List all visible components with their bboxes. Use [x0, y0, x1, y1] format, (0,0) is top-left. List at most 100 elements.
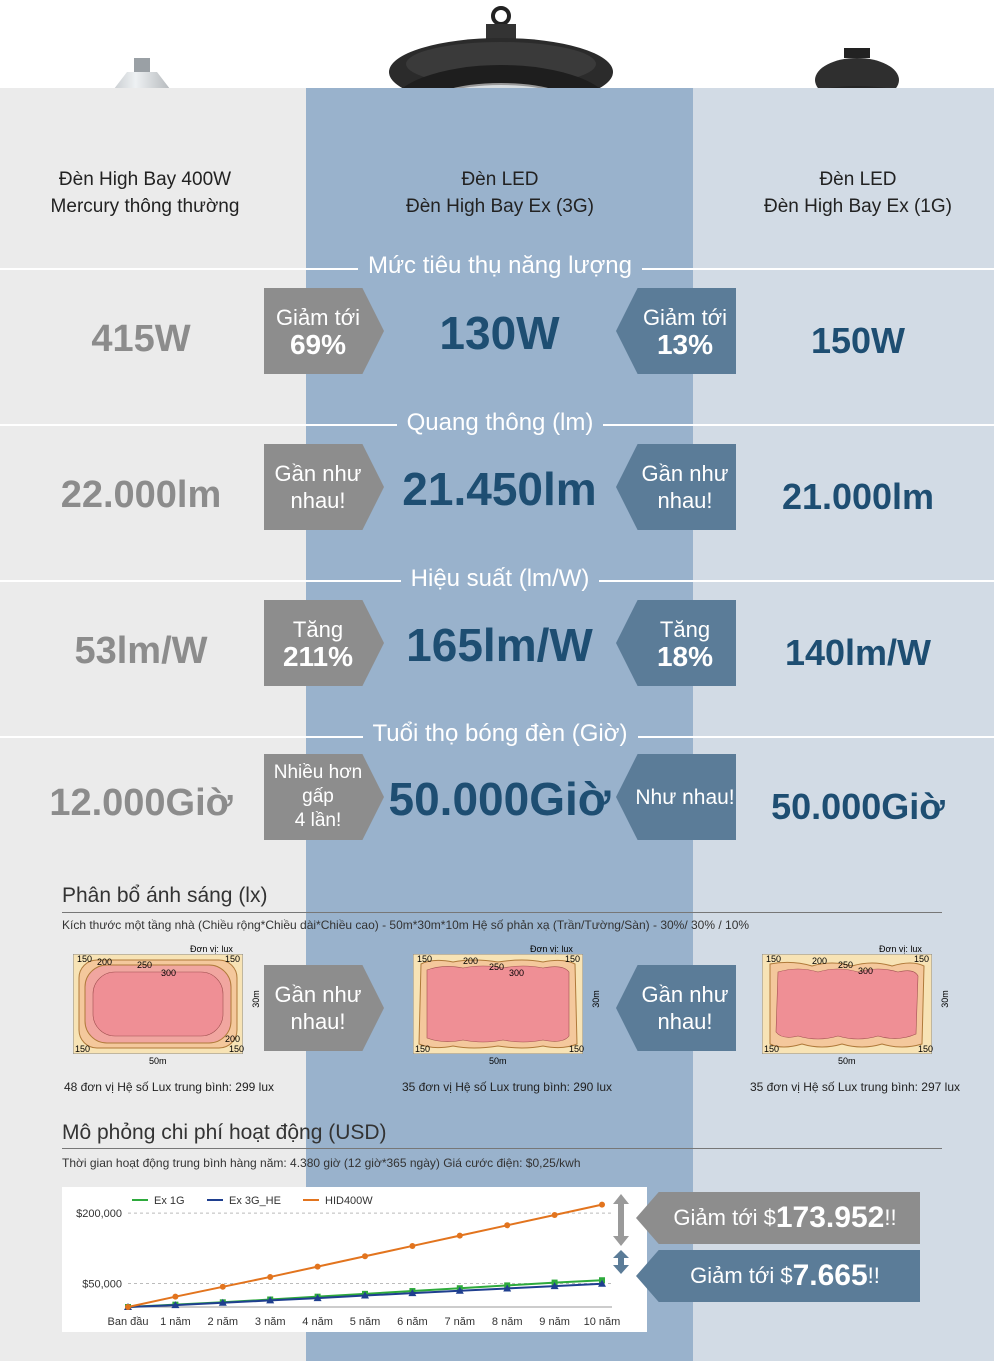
flux-value-mercury: 22.000lm — [60, 474, 222, 516]
product-name-led-1g: Đèn LED Đèn High Bay Ex (1G) — [764, 169, 952, 217]
cost-chart-svg: $200,000 $50,000 Ban đầu 1 năm 2 năm 3 năm 4 n… — [76, 1195, 621, 1328]
saving-range-indicators — [613, 1194, 629, 1274]
data-point — [171, 1301, 180, 1309]
data-point — [313, 1294, 322, 1302]
contour-label: 200 — [463, 956, 479, 966]
y-tick-label: $200,000 — [76, 1208, 122, 1220]
light-map-caption-mercury: 48 đơn vị Hệ số Lux trung bình: 299 lux — [64, 1080, 274, 1094]
x-tick-label: Ban đầu — [108, 1316, 149, 1328]
efficiency-value-mercury: 53lm/W — [74, 630, 208, 672]
x-tick-label: 5 năm — [350, 1316, 381, 1328]
legend-label: Ex 1G — [154, 1195, 185, 1207]
light-map-caption-led-3g: 35 đơn vị Hệ số Lux trung bình: 290 lux — [402, 1080, 612, 1094]
cost-chart: $200,000 $50,000 Ban đầu 1 năm 2 năm 3 năm 4 n… — [62, 1187, 647, 1332]
flux-value-led-1g: 21.000lm — [781, 476, 935, 517]
flux-value-led-3g: 21.450lm — [402, 463, 597, 515]
heat-map — [762, 954, 932, 1054]
y-tick-label: $50,000 — [82, 1279, 122, 1291]
height-label: 30m — [590, 990, 601, 1008]
led-1g-column — [693, 88, 994, 1361]
contour-label: 300 — [161, 968, 177, 978]
contour-label: 150 — [225, 954, 241, 964]
lifetime-value-led-1g: 50.000Giờ — [771, 786, 945, 827]
light-map-mercury: Đơn vị: lux 150 200 250 300 150 200 150 … — [65, 944, 265, 1079]
energy-value-mercury: 415W — [91, 318, 191, 360]
width-label: 50m — [489, 1056, 507, 1066]
product-name-led-3g: Đèn LED Đèn High Bay Ex (3G) — [406, 169, 594, 217]
light-distribution-note: Kích thước một tầng nhà (Chiều rộng*Chiề… — [62, 918, 750, 932]
light-distribution-heading: Phân bổ ánh sáng (lx) — [62, 884, 268, 907]
data-point — [219, 1283, 226, 1290]
contour-label: 150 — [75, 1044, 91, 1054]
contour-label: 150 — [764, 1044, 780, 1054]
unit-label: Đơn vị: lux — [879, 944, 922, 954]
data-point — [408, 1289, 417, 1297]
data-point — [550, 1282, 559, 1290]
width-label: 50m — [838, 1056, 856, 1066]
unit-label: Đơn vị: lux — [530, 944, 573, 954]
data-point — [551, 1211, 558, 1218]
heat-map — [73, 954, 243, 1054]
lifetime-compare-arrow-right: Như nhau! — [616, 754, 736, 840]
x-tick-label: 4 năm — [302, 1316, 333, 1328]
x-tick-label: 8 năm — [492, 1316, 523, 1328]
cost-note: Thời gian hoạt động trung bình hàng năm:… — [62, 1156, 581, 1170]
x-tick-label: 1 năm — [160, 1316, 191, 1328]
data-point — [266, 1296, 275, 1304]
contour-label: 150 — [766, 954, 782, 964]
energy-value-led-3g: 130W — [439, 307, 560, 359]
lifetime-value-led-3g: 50.000Giờ — [388, 773, 611, 825]
energy-value-led-1g: 150W — [810, 320, 906, 361]
flux-compare-arrow-left: Gần như nhau! — [264, 444, 384, 530]
x-tick-label: 3 năm — [255, 1316, 286, 1328]
legend-label: HID400W — [325, 1195, 373, 1207]
data-point — [361, 1291, 369, 1299]
flux-compare-arrow-right: Gần như nhau! — [616, 444, 736, 530]
light-map-caption-led-1g: 35 đơn vị Hệ số Lux trung bình: 297 lux — [750, 1080, 960, 1094]
data-point — [125, 1304, 131, 1310]
light-heading-rule — [62, 912, 942, 913]
light-map-led-3g: Đơn vị: lux 150 200 250 300 150 150 150 … — [405, 944, 605, 1079]
contour-label: 200 — [812, 956, 828, 966]
contour-label: 150 — [417, 954, 433, 964]
contour-label: 300 — [509, 968, 525, 978]
section-title-lifetime: Tuổi thọ bóng đèn (Giờ) — [347, 720, 653, 748]
data-point — [267, 1273, 274, 1280]
contour-label: 150 — [565, 954, 581, 964]
data-point — [504, 1222, 511, 1229]
x-tick-label: 9 năm — [539, 1316, 570, 1328]
efficiency-compare-arrow-right: Tăng 18% — [616, 600, 736, 686]
contour-label: 200 — [97, 957, 113, 967]
data-point — [455, 1286, 464, 1294]
lifetime-compare-arrow-left: Nhiều hơn gấp 4 lần! — [264, 754, 384, 840]
data-point — [218, 1298, 227, 1306]
contour-label: 150 — [415, 1044, 431, 1054]
cost-heading-rule — [62, 1148, 942, 1149]
x-tick-label: 10 năm — [584, 1316, 621, 1328]
energy-compare-arrow-right: Giảm tới 13% — [616, 288, 736, 374]
data-point — [599, 1201, 605, 1208]
data-point — [172, 1293, 179, 1300]
section-title-luminous-flux: Quang thông (lm) — [347, 409, 653, 437]
data-point — [503, 1284, 512, 1292]
contour-label: 250 — [489, 962, 505, 972]
contour-label: 300 — [858, 966, 874, 976]
unit-label: Đơn vị: lux — [190, 944, 233, 954]
saving-vs-hid-badge: Giảm tới $173.952!! — [636, 1192, 920, 1244]
data-point — [409, 1242, 416, 1249]
contour-label: 150 — [569, 1044, 585, 1054]
x-tick-label: 2 năm — [208, 1316, 239, 1328]
data-point — [362, 1253, 368, 1260]
height-label: 30m — [939, 990, 950, 1008]
contour-label: 200 — [225, 1034, 241, 1044]
contour-label: 250 — [137, 960, 153, 970]
efficiency-compare-arrow-left: Tăng 211% — [264, 600, 384, 686]
contour-label: 250 — [838, 960, 854, 970]
x-tick-label: 6 năm — [397, 1316, 428, 1328]
lifetime-value-mercury: 12.000Giờ — [49, 782, 233, 824]
data-point — [314, 1263, 321, 1270]
light-map-led-1g: Đơn vị: lux 150 200 250 300 150 150 150 … — [754, 944, 954, 1079]
energy-compare-arrow-left: Giảm tới 69% — [264, 288, 384, 374]
light-compare-arrow-right: Gần như nhau! — [616, 965, 736, 1051]
efficiency-value-led-3g: 165lm/W — [406, 619, 593, 671]
